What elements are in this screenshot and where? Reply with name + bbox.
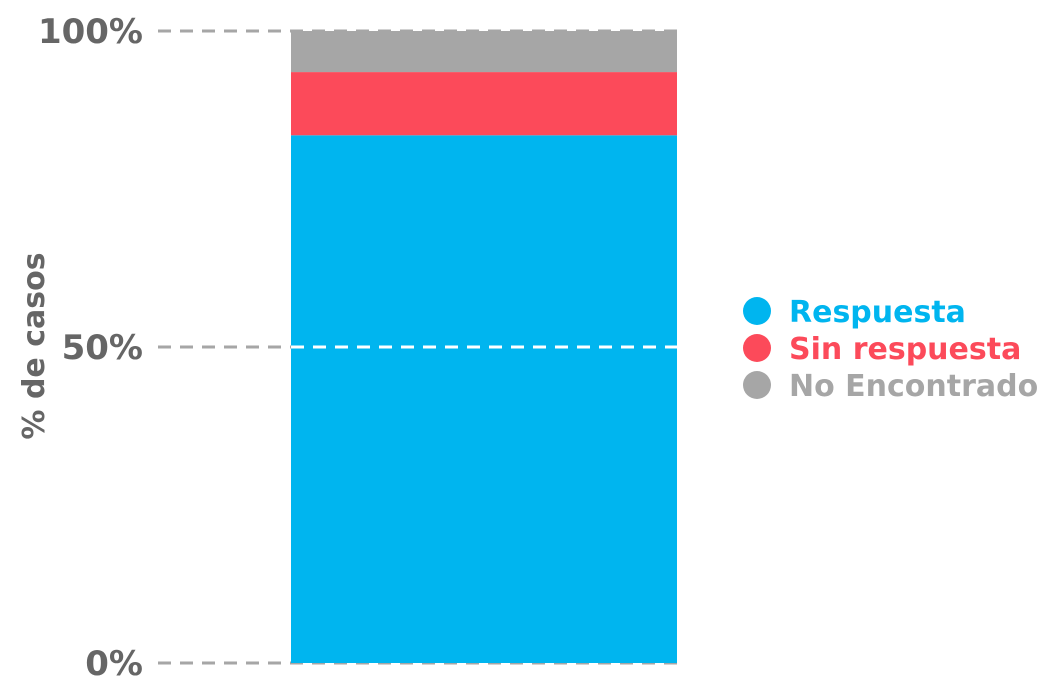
bar-segment-respuesta [291, 135, 677, 663]
y-tick-label-100: 100% [38, 12, 143, 52]
legend-marker-respuesta [743, 297, 771, 325]
legend-label-sin-respuesta: Sin respuesta [789, 332, 1021, 367]
legend-marker-no-encontrado [743, 371, 771, 399]
legend-marker-sin-respuesta [743, 334, 771, 362]
bar-segment-sin-respuesta [291, 72, 677, 136]
y-tick-label-0: 0% [85, 644, 143, 679]
bar-segment-no-encontrado [291, 31, 677, 73]
y-tick-label-50: 50% [62, 328, 143, 368]
y-tick-labels: 0% 50% 100% [38, 12, 143, 683]
y-axis-label: % de casos [17, 252, 52, 439]
legend-label-respuesta: Respuesta [789, 295, 966, 330]
bars [291, 31, 677, 663]
legend-label-no-encontrado: No Encontrado [789, 369, 1038, 404]
